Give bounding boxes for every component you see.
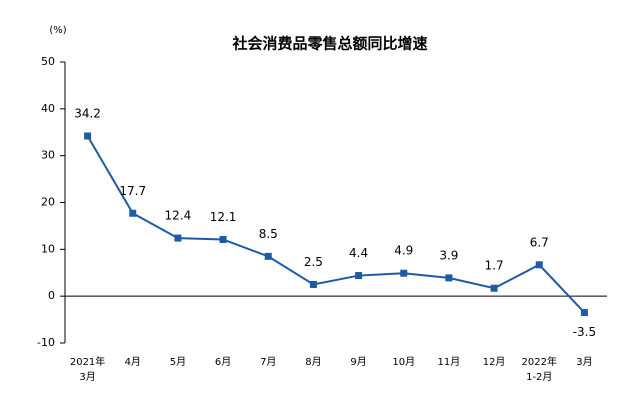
marker: [490, 284, 498, 292]
y-tick-label: 40: [41, 102, 55, 115]
x-tick-label: 8月: [305, 357, 322, 368]
value-label: 8.5: [259, 227, 278, 241]
marker: [535, 261, 543, 269]
marker: [129, 209, 137, 217]
value-label: -3.5: [573, 325, 596, 339]
marker: [400, 269, 408, 277]
y-tick-label: 50: [41, 55, 55, 68]
x-tick-label: 3月: [576, 357, 593, 368]
marker: [580, 309, 588, 317]
x-tick-label: 10月: [392, 357, 416, 368]
y-tick-label: 20: [41, 196, 55, 209]
x-tick-label: 9月: [350, 357, 367, 368]
x-tick-label: 4月: [124, 357, 141, 368]
value-label: 2.5: [304, 255, 323, 269]
x-tick-label: 7月: [260, 357, 277, 368]
marker: [309, 280, 317, 288]
y-tick-label: -10: [37, 336, 55, 349]
value-label: 17.7: [119, 184, 146, 198]
x-tick-label: 11月: [437, 357, 461, 368]
marker: [445, 274, 453, 282]
chart-title: 社会消费品零售总额同比增速: [231, 35, 427, 53]
marker: [174, 234, 182, 242]
marker: [355, 272, 363, 280]
value-label: 6.7: [530, 235, 549, 249]
value-label: 12.4: [165, 209, 192, 223]
x-tick-label: 12月: [482, 357, 506, 368]
marker: [264, 252, 272, 260]
value-label: 12.1: [210, 210, 237, 224]
value-label: 4.9: [394, 244, 413, 258]
y-axis-label: (%): [49, 25, 66, 36]
x-tick-label: 2021年 3月: [69, 357, 106, 383]
y-tick-label: 10: [41, 242, 55, 255]
x-tick-label: 2022年 1-2月: [521, 357, 557, 383]
x-tick-label: 5月: [169, 357, 187, 368]
marker: [84, 132, 92, 140]
line: [86, 135, 586, 314]
value-label: 1.7: [485, 259, 504, 273]
y-tick-label: 30: [41, 149, 55, 162]
value-label: 34.2: [74, 106, 101, 120]
y-tick-label: 0: [48, 289, 55, 302]
marker: [219, 235, 227, 243]
value-label: 4.4: [349, 246, 368, 260]
x-tick-label: 6月: [214, 357, 232, 368]
value-label: 3.9: [439, 248, 458, 262]
